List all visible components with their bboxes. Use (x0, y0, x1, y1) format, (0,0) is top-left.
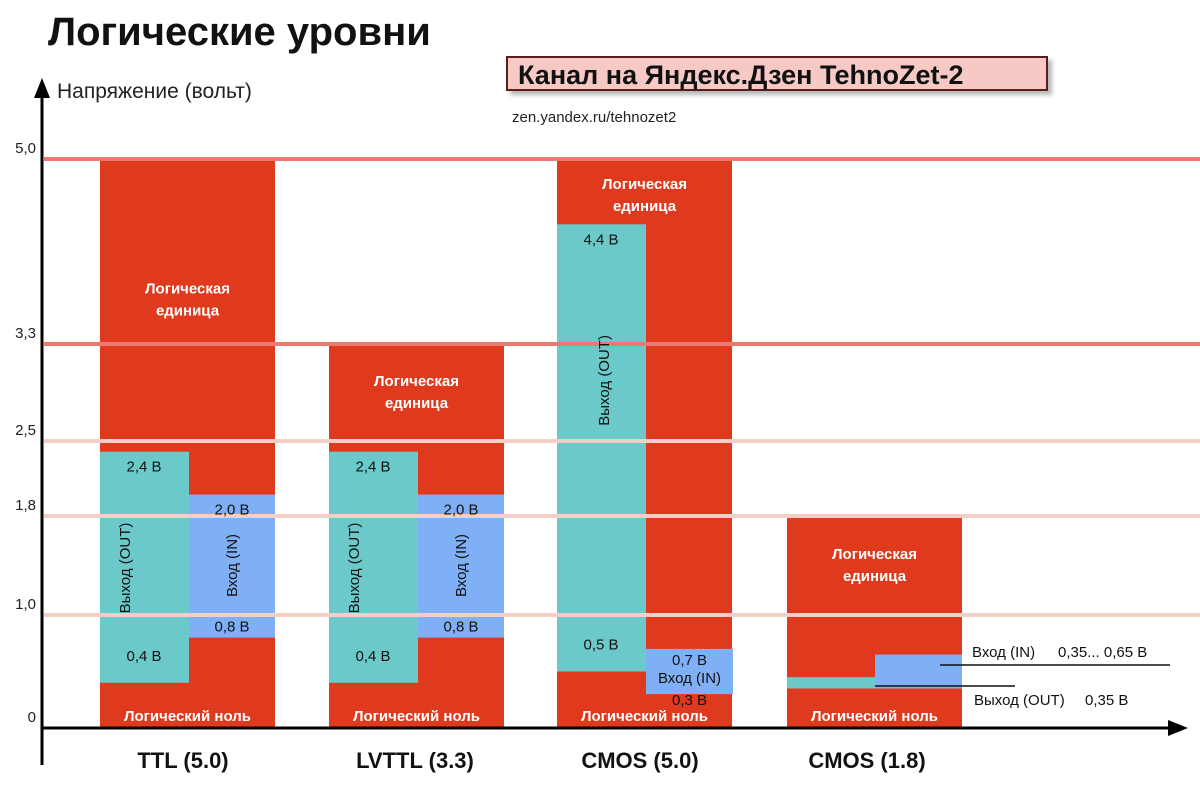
group-4-low-label: Логический ноль (811, 708, 938, 725)
group-3-in-low-value: 0,3 В (672, 692, 707, 709)
group-3-out-low-value: 0,5 В (583, 637, 618, 654)
group-1-out-low-value: 0,4 В (126, 648, 161, 665)
group-4-high-label-line-2: единица (843, 568, 907, 585)
group-3-category-label: CMOS (5.0) (581, 748, 698, 773)
group-3-out-label: Выход (OUT) (596, 335, 613, 426)
y-tick-1-8: 1,8 (15, 497, 36, 514)
channel-url: zen.yandex.ru/tehnozet2 (512, 109, 676, 126)
group-1-out-label: Выход (OUT) (117, 523, 134, 614)
y-tick-2-5: 2,5 (15, 422, 36, 439)
group-3-in-label: Вход (IN) (658, 670, 721, 687)
group-1-category-label: TTL (5.0) (137, 748, 228, 773)
group-4-in-label: Вход (IN) (972, 644, 1035, 661)
group-1-out-range (100, 451, 189, 683)
group-1-out-high-value: 2,4 В (126, 459, 161, 476)
group-2-in-low-value: 0,8 В (443, 619, 478, 636)
group-1-in-high-value: 2,0 В (214, 502, 249, 519)
channel-banner-box (506, 56, 1048, 91)
y-ticks: 0 1,0 1,8 2,5 3,3 5,0 (15, 140, 36, 726)
group-2-out-low-value: 0,4 В (355, 648, 390, 665)
group-3-out-range (557, 224, 646, 672)
y-tick-0: 0 (28, 709, 36, 726)
group-4-high-label-line-1: Логическая (832, 546, 917, 563)
group-3-high-label-line-2: единица (613, 198, 677, 215)
group-2-high-label-line-2: единица (385, 395, 449, 412)
group-2-high-label-line-1: Логическая (374, 373, 459, 390)
group-2-out-range (329, 451, 418, 683)
y-tick-5-0: 5,0 (15, 140, 36, 157)
group-1-high-label-line-1: Логическая (145, 280, 230, 297)
group-2-in-high-value: 2,0 В (443, 502, 478, 519)
group-4-out-value: 0,35 В (1085, 692, 1128, 709)
group-3-low-label: Логический ноль (581, 708, 708, 725)
level-lines-layer (44, 157, 1200, 617)
x-categories: TTL (5.0) LVTTL (3.3) CMOS (5.0) CMOS (1.8) (137, 748, 925, 773)
group-4-out-range (787, 677, 962, 689)
group-4-logic-bar (787, 516, 962, 728)
chart-title: Логические уровни (48, 10, 431, 54)
group-4-category-label: CMOS (1.8) (808, 748, 925, 773)
group-1-high-label-line-2: единица (156, 302, 220, 319)
group-2-out-high-value: 2,4 В (355, 459, 390, 476)
group-4-in-range (875, 654, 962, 689)
bar-labels-layer: Логическая единица Логический ноль 2,4 В 0,4… (117, 176, 1170, 725)
group-4-out-label: Выход (OUT) (974, 692, 1065, 709)
group-3-in-high-value: 0,7 В (672, 652, 707, 669)
group-1-low-label: Логический ноль (124, 708, 251, 725)
group-1-in-low-value: 0,8 В (214, 619, 249, 636)
group-2-category-label: LVTTL (3.3) (356, 748, 474, 773)
y-axis-arrow (34, 78, 50, 98)
channel-banner: Канал на Яндекс.Дзен TehnoZet-2 (506, 56, 1048, 91)
channel-banner-text: Канал на Яндекс.Дзен TehnoZet-2 (518, 60, 963, 90)
group-3-high-label-line-1: Логическая (602, 176, 687, 193)
group-3-in-range (646, 648, 733, 695)
group-2-low-label: Логический ноль (353, 708, 480, 725)
group-2-out-label: Выход (OUT) (346, 523, 363, 614)
y-axis-label: Напряжение (вольт) (57, 80, 252, 103)
group-1-in-label: Вход (IN) (224, 534, 241, 597)
y-tick-3-3: 3,3 (15, 325, 36, 342)
y-tick-1-0: 1,0 (15, 596, 36, 613)
bars-layer (100, 159, 962, 728)
group-2-in-label: Вход (IN) (453, 534, 470, 597)
x-axis-arrow (1168, 720, 1188, 736)
group-4-in-value: 0,35... 0,65 В (1058, 644, 1147, 661)
group-3-out-high-value: 4,4 В (583, 231, 618, 248)
axes (34, 78, 1188, 765)
